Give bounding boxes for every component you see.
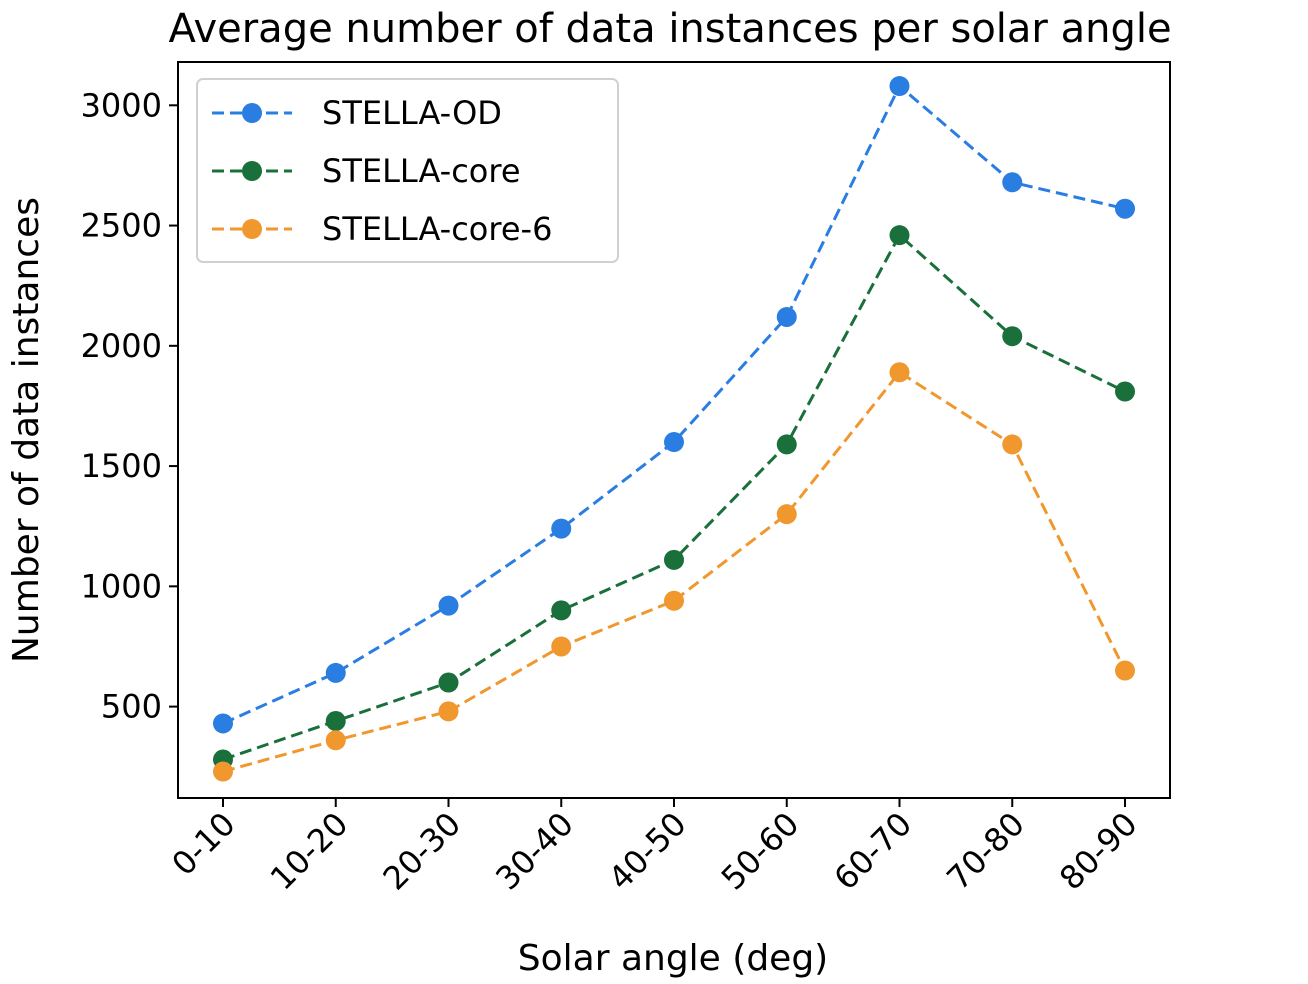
legend-label: STELLA-core: [322, 152, 521, 190]
legend-marker: [242, 219, 262, 239]
x-tick-label: 40-50: [601, 805, 694, 898]
data-point: [664, 590, 684, 611]
data-point: [1002, 434, 1023, 455]
x-tick-label: 20-30: [376, 805, 469, 898]
legend-items: STELLA-OD STELLA-core STELLA-core-6: [212, 94, 552, 248]
data-point: [438, 595, 459, 616]
data-point: [438, 701, 459, 722]
y-axis-label: Number of data instances: [6, 197, 47, 663]
data-point: [551, 518, 572, 539]
x-tick-label: 50-60: [714, 805, 807, 898]
legend-marker: [242, 103, 262, 123]
data-point: [776, 504, 797, 525]
data-point: [1002, 326, 1023, 347]
data-point: [664, 432, 684, 453]
data-point: [1002, 172, 1023, 193]
data-point: [551, 600, 572, 621]
y-tick-label: 2500: [81, 207, 162, 245]
series-stella-core-6: [213, 362, 1135, 782]
y-axis: 500 1000 1500 2000 2500 3000: [81, 86, 178, 726]
y-tick-label: 1000: [81, 567, 162, 605]
data-point: [664, 549, 684, 570]
data-point: [438, 672, 459, 693]
x-tick-label: 10-20: [263, 805, 356, 898]
data-point: [325, 662, 346, 683]
chart-title: Average number of data instances per sol…: [168, 6, 1171, 52]
data-point: [1115, 660, 1135, 681]
series-line: [222, 370, 1127, 773]
series-layer: [213, 76, 1135, 782]
x-tick-label: 60-70: [827, 805, 920, 898]
data-point: [889, 362, 910, 383]
legend-item: STELLA-core: [212, 152, 521, 190]
x-axis-label: Solar angle (deg): [518, 938, 828, 979]
data-point: [889, 225, 910, 246]
y-tick-label: 500: [101, 688, 162, 726]
x-tick-label: 0-10: [164, 805, 242, 883]
data-point: [776, 434, 797, 455]
data-point: [213, 713, 233, 734]
legend: STELLA-OD STELLA-core STELLA-core-6: [196, 78, 619, 263]
x-tick-label: 80-90: [1052, 805, 1145, 898]
series-stella-od: [213, 76, 1135, 734]
series-line: [222, 232, 1126, 761]
x-tick-label: 30-40: [488, 805, 581, 898]
legend-box: [196, 78, 619, 263]
data-point: [325, 730, 346, 751]
y-tick-label: 3000: [81, 86, 162, 124]
legend-item: STELLA-core-6: [212, 210, 552, 248]
data-point: [1115, 198, 1135, 219]
x-axis: 0-10 10-20 20-30 30-40 40-50 50-60 60-70 70-80 8…: [164, 798, 1145, 898]
y-tick-label: 2000: [81, 327, 162, 365]
data-point: [325, 711, 346, 732]
y-tick-label: 1500: [81, 447, 162, 485]
data-point: [776, 306, 797, 327]
legend-marker: [242, 161, 262, 181]
legend-label: STELLA-OD: [322, 94, 502, 132]
data-point: [889, 76, 910, 97]
data-point: [551, 636, 572, 657]
x-tick-label: 70-80: [939, 805, 1032, 898]
data-point: [213, 761, 233, 782]
series-stella-core: [213, 225, 1135, 770]
legend-item: STELLA-OD: [212, 94, 502, 132]
legend-label: STELLA-core-6: [322, 210, 552, 248]
data-point: [1115, 381, 1135, 402]
